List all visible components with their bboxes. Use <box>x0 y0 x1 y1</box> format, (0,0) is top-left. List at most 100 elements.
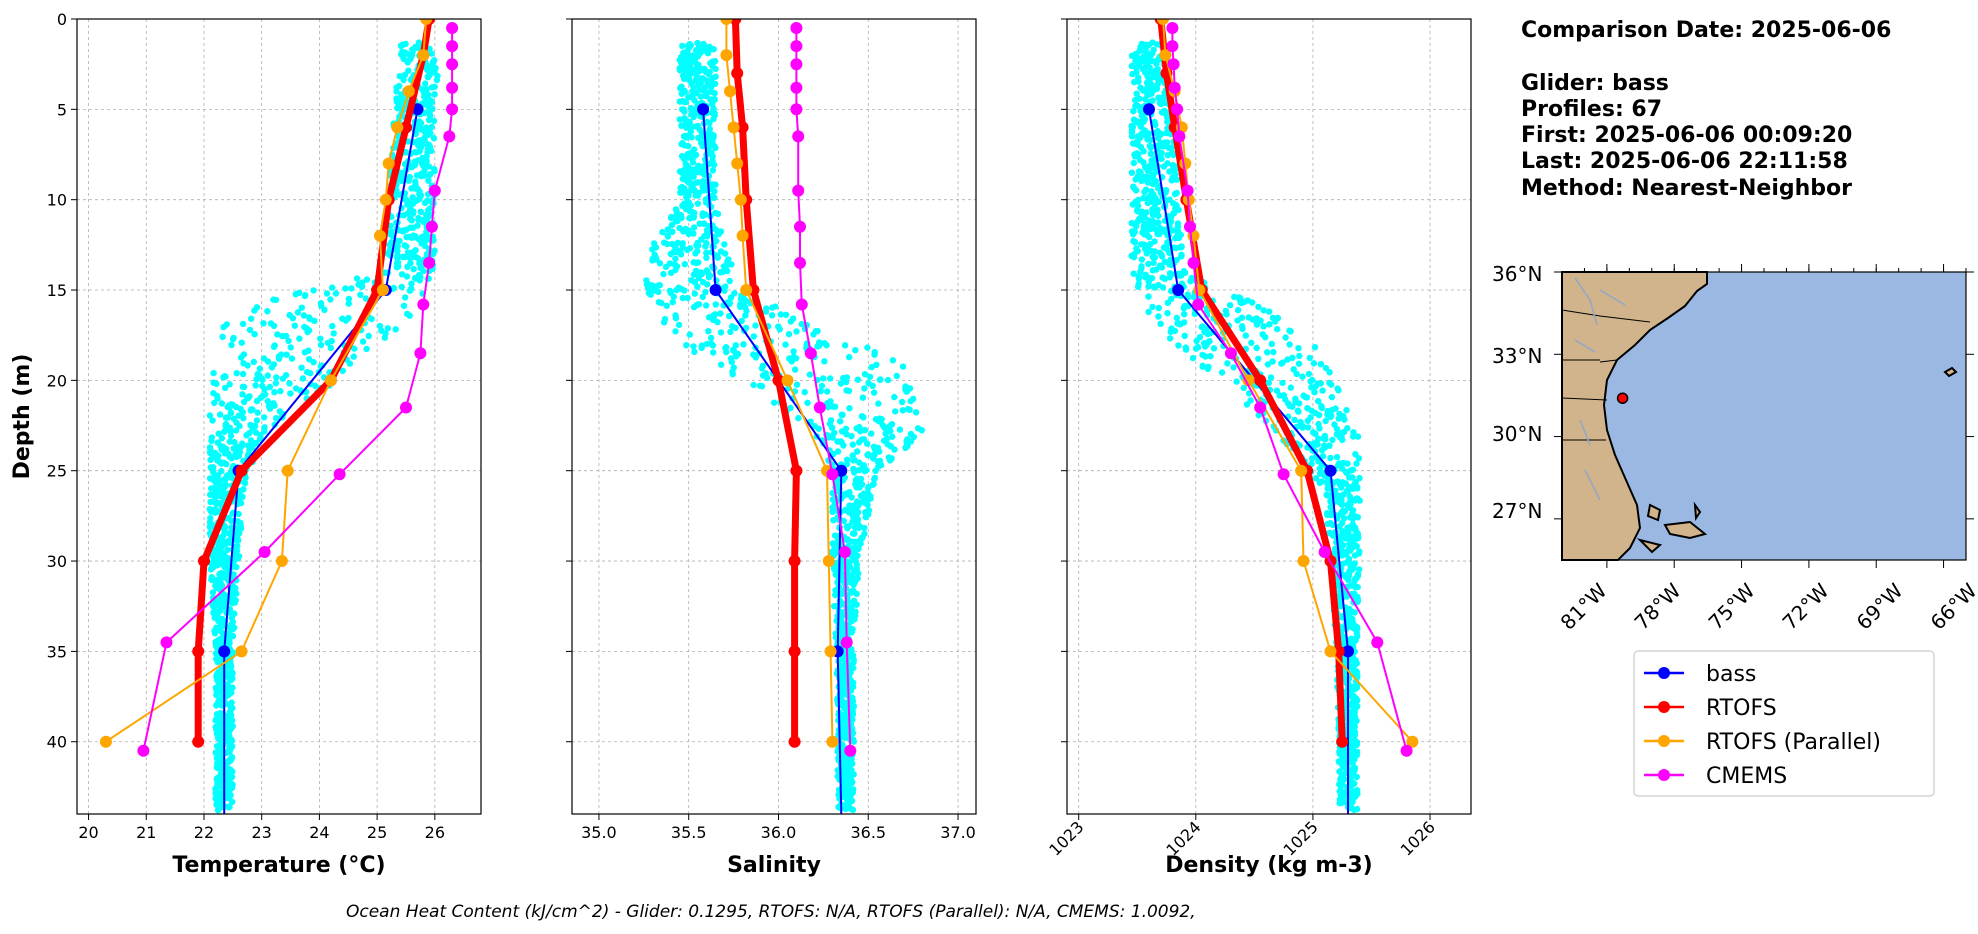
glider-point <box>426 205 433 212</box>
glider-point <box>421 93 428 100</box>
glider-point <box>399 41 406 48</box>
glider-point <box>209 564 217 571</box>
glider-point <box>702 68 709 76</box>
temperature-point-cmems <box>400 401 412 414</box>
glider-point <box>412 247 419 254</box>
profiles-count: Profiles: 67 <box>1521 97 1662 122</box>
temperature-point-rtofs-parallel <box>379 193 392 206</box>
glider-point <box>217 544 224 551</box>
glider-point <box>381 334 388 341</box>
salinity-x-label: Salinity <box>727 853 821 878</box>
glider-point <box>1135 273 1143 280</box>
x-tick-label: 26 <box>425 823 445 842</box>
glider-point <box>279 375 287 382</box>
glider-point <box>298 364 305 371</box>
glider-point <box>332 290 340 297</box>
glider-point <box>1176 270 1183 277</box>
glider-point <box>706 43 713 51</box>
glider-point <box>652 244 660 251</box>
glider-point <box>264 308 271 315</box>
salinity-point-rtofs <box>790 464 803 477</box>
glider-point <box>875 400 882 407</box>
glider-point <box>724 267 731 275</box>
glider-point <box>687 149 695 156</box>
glider-point <box>296 335 303 342</box>
glider-point <box>661 315 669 323</box>
glider-point <box>679 294 686 302</box>
glider-point <box>288 355 296 362</box>
glider-point <box>277 387 284 395</box>
temperature-point-cmems <box>423 256 436 269</box>
glider-point <box>292 291 299 298</box>
glider-point <box>431 91 438 98</box>
glider-point <box>849 698 857 705</box>
glider-point <box>222 422 229 429</box>
glider-point <box>287 390 294 397</box>
glider-point <box>856 459 863 466</box>
temperature-point-rtofs <box>235 464 248 477</box>
glider-point <box>830 517 837 524</box>
glider-point <box>683 342 690 349</box>
glider-point <box>678 214 685 222</box>
glider-point <box>1172 171 1179 178</box>
density-point-rtofs-parallel <box>1406 735 1419 748</box>
glider-point <box>829 489 836 497</box>
glider-point <box>1319 387 1326 394</box>
glider-point <box>406 56 414 63</box>
temperature-point-rtofs <box>192 645 205 658</box>
glider-point <box>832 569 840 577</box>
glider-point <box>310 287 317 294</box>
glider-point <box>710 142 718 149</box>
glider-point <box>1234 306 1242 314</box>
glider-point <box>709 132 717 139</box>
glider-point <box>857 428 864 435</box>
legend-marker-rtofs-parallel <box>1658 735 1670 747</box>
glider-point <box>793 328 800 335</box>
glider-point <box>239 320 247 328</box>
glider-point <box>1164 310 1171 317</box>
glider-point <box>693 302 700 309</box>
glider-point <box>250 358 257 366</box>
glider-point <box>1141 116 1149 123</box>
salinity-point-rtofs-parallel <box>824 645 837 658</box>
salinity-point-bass <box>709 284 722 296</box>
glider-point <box>225 537 232 545</box>
glider-point <box>1336 758 1343 766</box>
glider-point <box>871 446 879 453</box>
glider-point <box>876 457 884 465</box>
glider-point <box>777 311 784 318</box>
glider-point <box>850 659 857 666</box>
glider-point <box>208 574 215 581</box>
temperature-point-rtofs <box>198 555 210 567</box>
glider-point <box>698 236 705 243</box>
glider-point <box>1353 460 1360 467</box>
glider-point <box>217 554 225 562</box>
legend-label-cmems: CMEMS <box>1706 764 1787 789</box>
density-point-rtofs-parallel <box>1297 555 1310 567</box>
glider-point <box>1135 78 1142 85</box>
glider-point <box>1240 384 1248 392</box>
glider-point <box>676 66 684 74</box>
glider-point <box>903 388 910 395</box>
density-plot-area <box>1128 19 1419 814</box>
glider-point <box>860 493 868 501</box>
density-point-cmems <box>1166 22 1179 34</box>
temperature-point-cmems <box>446 40 459 53</box>
glider-point <box>247 421 254 429</box>
glider-point <box>838 570 846 577</box>
salinity-point-rtofs-parallel <box>734 193 747 206</box>
glider-point <box>1128 127 1136 134</box>
glider-point <box>214 676 221 683</box>
glider-point <box>345 300 352 307</box>
x-tick-label: 37.0 <box>940 823 976 842</box>
glider-point <box>1296 352 1303 360</box>
glider-point <box>840 755 847 762</box>
glider-point <box>691 290 698 297</box>
glider-point <box>270 343 278 350</box>
salinity-point-rtofs <box>729 19 742 25</box>
glider-point <box>1327 519 1334 527</box>
glider-point <box>345 295 353 303</box>
glider-point <box>846 405 853 412</box>
density-point-cmems <box>1168 81 1181 94</box>
glider-point <box>776 326 783 333</box>
